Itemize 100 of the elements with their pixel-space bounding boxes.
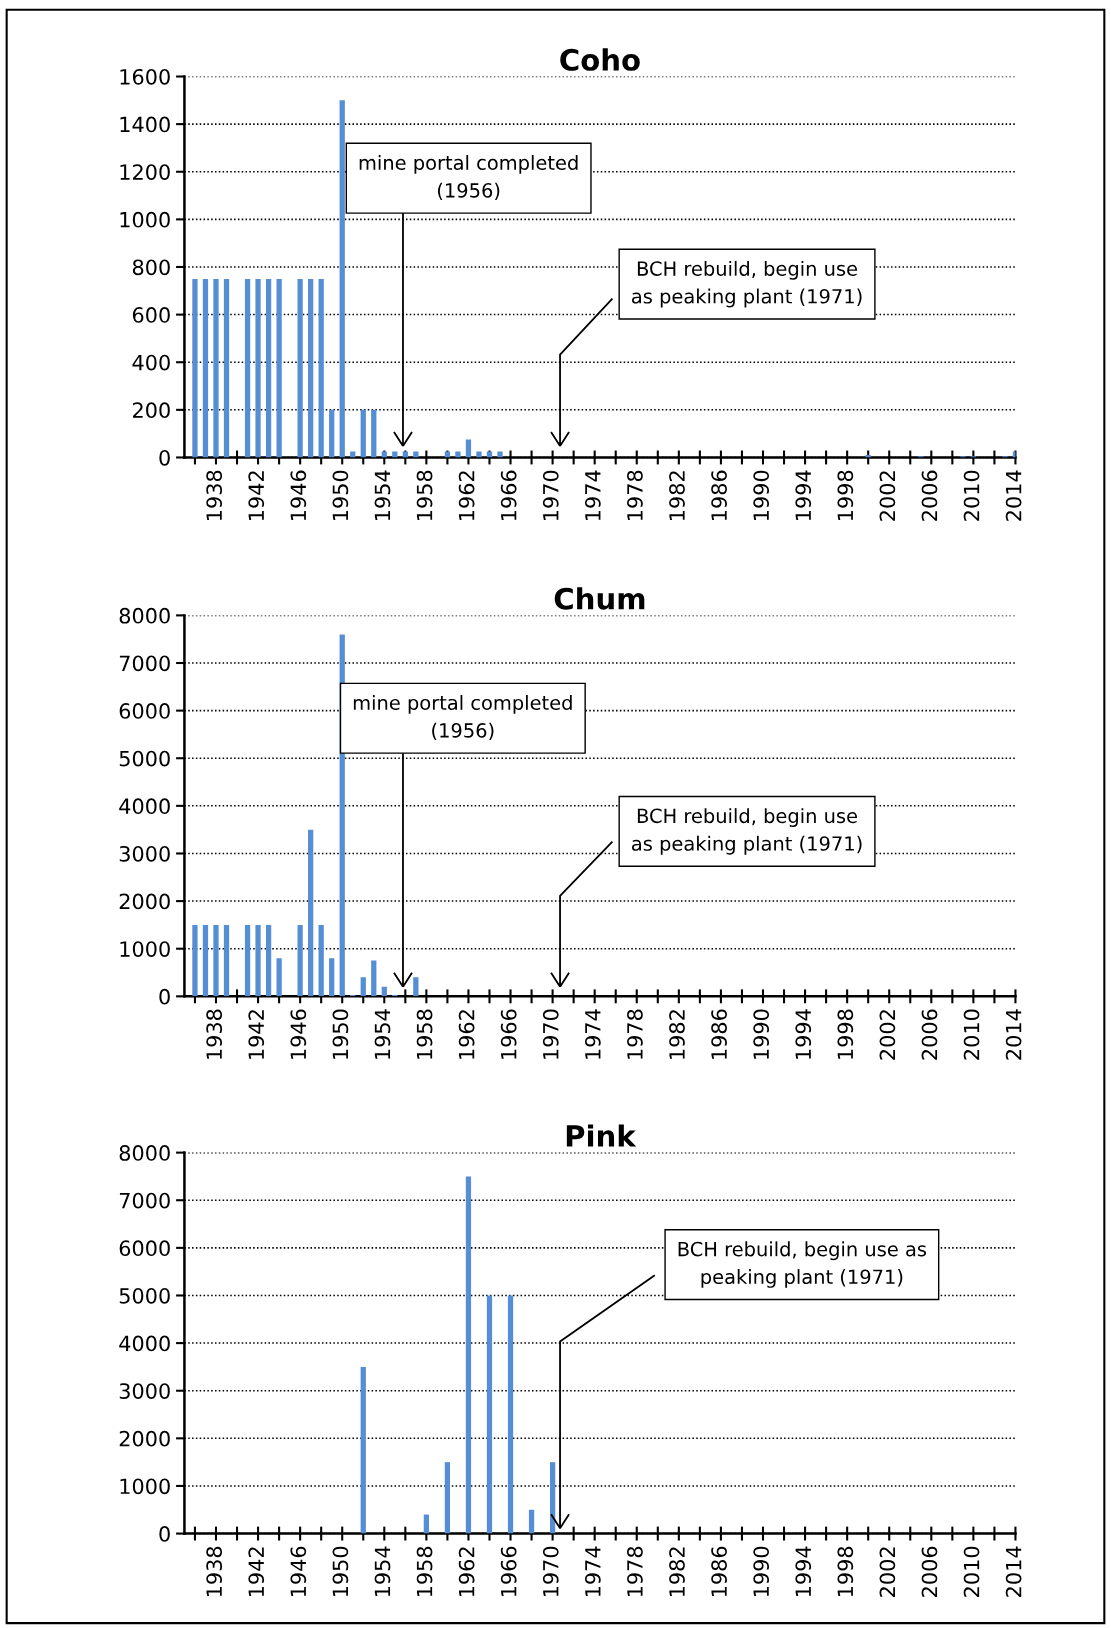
bar [329,958,335,997]
bar [213,278,219,458]
bar [244,924,251,997]
y-tick-label: 5000 [119,1287,170,1304]
x-tick-label: 1942 [248,1010,265,1059]
bar [423,1514,429,1534]
bar [308,278,314,458]
x-tick-label: 1994 [795,1009,812,1059]
x-tick-label: 2006 [921,1546,938,1597]
bar [339,100,345,458]
x-tick-label: 1990 [753,1009,770,1059]
bar [223,924,230,997]
x-tick-label: 1970 [542,1009,559,1059]
y-tick-label: 1400 [120,116,170,133]
x-tick-label: 1974 [584,470,601,521]
x-tick-label: 1938 [206,470,223,521]
x-tick-label: 1986 [711,470,727,521]
bar [371,960,377,997]
x-tick-label: 1970 [542,470,559,521]
y-tick-label: 800 [132,259,170,276]
bar [486,1295,493,1534]
x-tick-label: 1962 [458,1547,475,1597]
bar [371,409,377,458]
x-tick-label: 2014 [1005,470,1022,521]
bar [497,451,503,458]
bar [507,1295,514,1534]
bar [255,278,261,458]
bar [318,278,324,458]
x-tick-label: 1990 [753,470,770,521]
y-tick-label: 1000 [120,941,170,957]
bar [276,278,282,458]
bar [465,439,472,458]
x-tick-label: 2006 [921,1009,938,1060]
x-tick-label: 1974 [584,1009,601,1059]
x-tick-label: 1962 [458,471,475,521]
bar [476,451,482,458]
y-tick-label: 0 [159,1526,170,1542]
chart-title: Coho [560,48,640,71]
annotation: BCH rebuild, begin use as peaking plant (1971) [632,260,862,308]
y-tick-label: 1000 [120,211,170,228]
y-tick-label: 4000 [119,1335,170,1352]
bar [265,278,272,458]
chart-title: Pink [566,1124,637,1147]
bar [213,924,219,997]
bar [360,977,366,997]
x-tick-label: 1970 [542,1546,559,1597]
x-tick-label: 2014 [1005,1546,1022,1597]
x-tick-label: 1954 [374,1546,391,1597]
annotation: mine portal completed (1956) [359,154,578,200]
bar [202,278,209,458]
x-tick-label: 1998 [837,1009,854,1059]
bar [360,1366,366,1534]
x-tick-label: 1946 [290,1009,307,1059]
y-tick-label: 5000 [119,750,170,767]
x-tick-label: 2002 [879,471,896,521]
bar [297,924,303,997]
bar [297,278,303,458]
x-tick-label: 1962 [458,1010,475,1059]
x-tick-label: 1994 [795,1546,812,1597]
y-tick-label: 1600 [120,68,170,85]
x-tick-label: 1998 [837,1546,854,1597]
bar [202,924,209,997]
bar [255,924,261,997]
y-tick-label: 7000 [119,655,170,672]
bar [244,278,251,458]
annotation: BCH rebuild, begin use as peaking plant (1971) [678,1241,927,1288]
x-tick-label: 1998 [837,470,854,521]
bar [192,278,198,458]
annotation: mine portal completed (1956) [353,694,572,741]
y-tick-label: 2000 [119,1430,170,1447]
y-tick-label: 8000 [119,607,170,624]
bar [192,924,198,997]
x-tick-label: 2010 [963,470,980,521]
x-tick-label: 1954 [374,1009,391,1059]
x-tick-label: 1982 [669,471,685,521]
x-tick-label: 1966 [500,1546,517,1597]
bar [528,1509,535,1534]
x-tick-label: 1950 [332,1546,349,1597]
x-tick-label: 1958 [416,470,433,521]
y-tick-label: 1200 [120,164,170,180]
x-tick-label: 1958 [416,1546,433,1597]
y-tick-label: 0 [159,449,170,466]
x-tick-label: 2010 [963,1009,980,1060]
bar [444,1462,451,1534]
bar [360,409,366,458]
x-tick-label: 1966 [500,470,517,521]
x-tick-label: 1942 [248,471,265,521]
x-tick-label: 1938 [206,1009,223,1059]
y-tick-label: 6000 [119,703,170,719]
x-tick-label: 1994 [795,470,812,521]
y-tick-label: 8000 [119,1145,170,1161]
y-tick-label: 3000 [119,1383,170,1399]
x-tick-label: 1974 [584,1546,601,1597]
bar [276,958,282,997]
x-tick-label: 1990 [753,1546,770,1597]
x-tick-label: 2002 [879,1547,896,1597]
y-tick-label: 1000 [120,1478,170,1495]
x-tick-label: 1982 [669,1547,685,1597]
y-tick-label: 200 [132,402,170,419]
x-tick-label: 1978 [627,1546,643,1597]
